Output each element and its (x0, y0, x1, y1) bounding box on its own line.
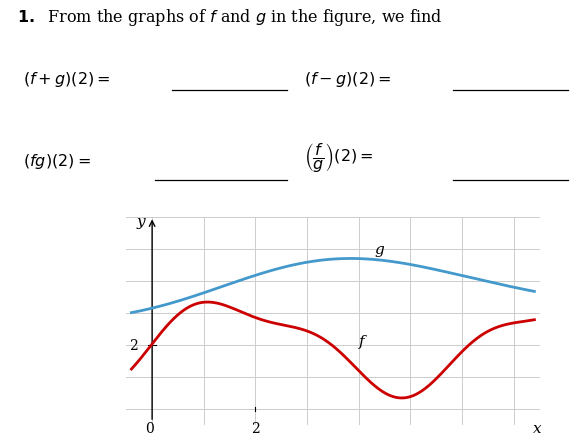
Text: $(fg)(2) =$: $(fg)(2) =$ (23, 152, 91, 171)
Text: y: y (137, 215, 145, 229)
Text: g: g (374, 243, 384, 257)
Text: $(f + g)(2) =$: $(f + g)(2) =$ (23, 69, 110, 89)
Text: $\mathbf{1.}$  From the graphs of $f$ and $g$ in the figure, we find: $\mathbf{1.}$ From the graphs of $f$ and… (17, 7, 443, 27)
Text: 0: 0 (145, 421, 154, 434)
Text: $\left(\dfrac{f}{g}\right)(2) =$: $\left(\dfrac{f}{g}\right)(2) =$ (304, 141, 374, 174)
Text: $(f - g)(2) =$: $(f - g)(2) =$ (304, 69, 391, 89)
Text: 2: 2 (251, 421, 260, 434)
Text: 2: 2 (129, 338, 138, 352)
Text: f: f (359, 334, 364, 348)
Text: x: x (533, 421, 541, 434)
